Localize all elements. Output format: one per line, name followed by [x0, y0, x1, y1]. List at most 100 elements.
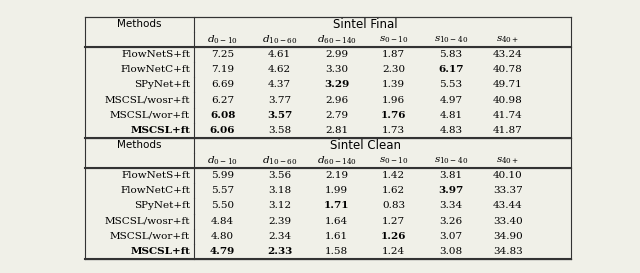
Text: 40.98: 40.98	[493, 96, 523, 105]
Text: 7.25: 7.25	[211, 50, 234, 59]
Text: $s_{40+}$: $s_{40+}$	[496, 155, 520, 166]
Text: $s_{10-40}$: $s_{10-40}$	[434, 155, 468, 166]
Text: MSCSL/wor+ft: MSCSL/wor+ft	[110, 232, 190, 241]
Text: 6.17: 6.17	[438, 65, 463, 74]
Text: 4.80: 4.80	[211, 232, 234, 241]
Text: 43.44: 43.44	[493, 201, 523, 210]
Text: 1.39: 1.39	[382, 80, 405, 89]
Text: 3.97: 3.97	[438, 186, 463, 195]
Text: 0.83: 0.83	[382, 201, 405, 210]
Text: 3.34: 3.34	[439, 201, 462, 210]
Text: 2.96: 2.96	[325, 96, 348, 105]
Text: 1.96: 1.96	[382, 96, 405, 105]
Text: 1.61: 1.61	[325, 232, 348, 241]
Text: 5.53: 5.53	[439, 80, 462, 89]
Text: 3.29: 3.29	[324, 80, 349, 89]
Text: 3.08: 3.08	[439, 247, 462, 256]
Text: 1.87: 1.87	[382, 50, 405, 59]
Text: 34.83: 34.83	[493, 247, 523, 256]
Text: 7.19: 7.19	[211, 65, 234, 74]
Text: 1.99: 1.99	[325, 186, 348, 195]
Text: 1.26: 1.26	[381, 232, 406, 241]
Text: Sintel Clean: Sintel Clean	[330, 139, 401, 152]
Text: 3.58: 3.58	[268, 126, 291, 135]
Text: 6.69: 6.69	[211, 80, 234, 89]
Text: 1.76: 1.76	[381, 111, 406, 120]
Text: 4.37: 4.37	[268, 80, 291, 89]
Text: 1.64: 1.64	[325, 216, 348, 225]
Text: Methods: Methods	[117, 19, 162, 29]
Text: $d_{10-60}$: $d_{10-60}$	[262, 33, 298, 46]
Text: 3.57: 3.57	[267, 111, 292, 120]
Text: $s_{10-40}$: $s_{10-40}$	[434, 34, 468, 45]
Text: 6.08: 6.08	[210, 111, 236, 120]
Text: 4.83: 4.83	[439, 126, 462, 135]
Text: MSCSL+ft: MSCSL+ft	[130, 126, 190, 135]
Text: $d_{0-10}$: $d_{0-10}$	[207, 154, 238, 167]
Text: 1.71: 1.71	[324, 201, 349, 210]
Text: 4.79: 4.79	[210, 247, 236, 256]
Text: $s_{0-10}$: $s_{0-10}$	[379, 34, 408, 45]
Text: FlowNetS+ft: FlowNetS+ft	[121, 171, 190, 180]
Text: $s_{40+}$: $s_{40+}$	[496, 34, 520, 45]
Text: 1.62: 1.62	[382, 186, 405, 195]
Text: 4.84: 4.84	[211, 216, 234, 225]
Text: 1.58: 1.58	[325, 247, 348, 256]
Text: SPyNet+ft: SPyNet+ft	[134, 80, 190, 89]
Text: 3.26: 3.26	[439, 216, 462, 225]
Text: 3.18: 3.18	[268, 186, 291, 195]
Text: 2.34: 2.34	[268, 232, 291, 241]
Text: 3.81: 3.81	[439, 171, 462, 180]
Text: 40.10: 40.10	[493, 171, 523, 180]
Text: 49.71: 49.71	[493, 80, 523, 89]
Text: 2.39: 2.39	[268, 216, 291, 225]
Text: 4.61: 4.61	[268, 50, 291, 59]
Text: $d_{60-140}$: $d_{60-140}$	[317, 33, 356, 46]
Text: 2.81: 2.81	[325, 126, 348, 135]
Text: 3.07: 3.07	[439, 232, 462, 241]
Text: 2.99: 2.99	[325, 50, 348, 59]
Text: 4.97: 4.97	[439, 96, 462, 105]
Text: 5.50: 5.50	[211, 201, 234, 210]
Text: 2.79: 2.79	[325, 111, 348, 120]
Text: 1.73: 1.73	[382, 126, 405, 135]
Text: 1.42: 1.42	[382, 171, 405, 180]
Text: MSCSL/wosr+ft: MSCSL/wosr+ft	[104, 216, 190, 225]
Text: 33.40: 33.40	[493, 216, 523, 225]
Text: FlowNetC+ft: FlowNetC+ft	[120, 186, 190, 195]
Text: MSCSL/wor+ft: MSCSL/wor+ft	[110, 111, 190, 120]
Text: 3.30: 3.30	[325, 65, 348, 74]
Text: $d_{0-10}$: $d_{0-10}$	[207, 33, 238, 46]
Text: SPyNet+ft: SPyNet+ft	[134, 201, 190, 210]
Text: 41.87: 41.87	[493, 126, 523, 135]
Text: 4.81: 4.81	[439, 111, 462, 120]
Text: 6.27: 6.27	[211, 96, 234, 105]
Text: 33.37: 33.37	[493, 186, 523, 195]
Text: 1.27: 1.27	[382, 216, 405, 225]
Text: FlowNetC+ft: FlowNetC+ft	[120, 65, 190, 74]
Text: Methods: Methods	[117, 140, 162, 150]
Text: 5.99: 5.99	[211, 171, 234, 180]
Text: 40.78: 40.78	[493, 65, 523, 74]
Text: 5.83: 5.83	[439, 50, 462, 59]
Text: 3.12: 3.12	[268, 201, 291, 210]
Text: 1.24: 1.24	[382, 247, 405, 256]
Text: $d_{10-60}$: $d_{10-60}$	[262, 154, 298, 167]
Text: 41.74: 41.74	[493, 111, 523, 120]
Text: 5.57: 5.57	[211, 186, 234, 195]
Text: 3.77: 3.77	[268, 96, 291, 105]
Text: 4.62: 4.62	[268, 65, 291, 74]
Text: Sintel Final: Sintel Final	[333, 18, 397, 31]
Text: 2.33: 2.33	[267, 247, 292, 256]
Text: 2.19: 2.19	[325, 171, 348, 180]
Text: FlowNetS+ft: FlowNetS+ft	[121, 50, 190, 59]
Text: $s_{0-10}$: $s_{0-10}$	[379, 155, 408, 166]
Text: 34.90: 34.90	[493, 232, 523, 241]
Text: $d_{60-140}$: $d_{60-140}$	[317, 154, 356, 167]
Text: 6.06: 6.06	[210, 126, 236, 135]
Text: MSCSL+ft: MSCSL+ft	[130, 247, 190, 256]
Text: 2.30: 2.30	[382, 65, 405, 74]
Text: 3.56: 3.56	[268, 171, 291, 180]
Text: MSCSL/wosr+ft: MSCSL/wosr+ft	[104, 96, 190, 105]
Text: 43.24: 43.24	[493, 50, 523, 59]
